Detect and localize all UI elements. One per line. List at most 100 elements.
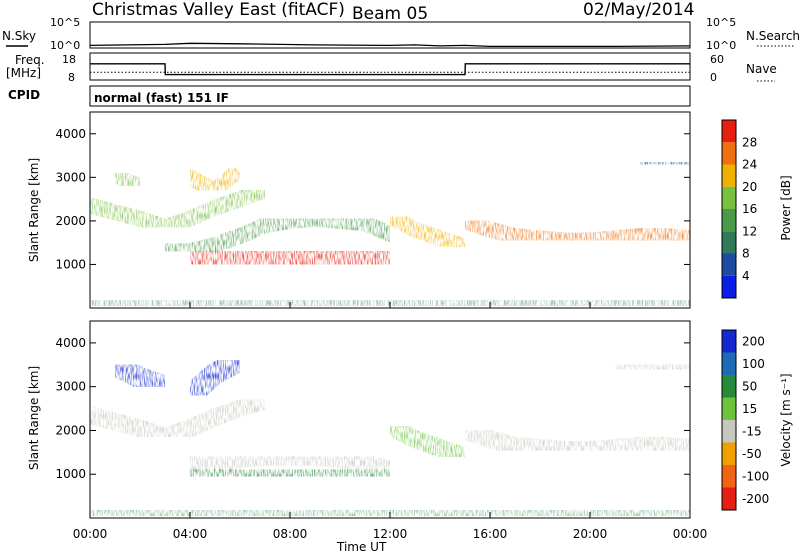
colorbar-segment-2 xyxy=(722,375,736,398)
noise-sky-label: N.Sky xyxy=(2,29,36,43)
freq-unit-label: [MHz] xyxy=(6,66,41,80)
cpid-value: normal (fast) 151 IF xyxy=(94,91,229,105)
velocity-panel: 4000 3000 2000 1000 Slant Range [km] 200 100… xyxy=(27,320,793,519)
beam-label: Beam 05 xyxy=(352,4,428,24)
power-colorbar-tick-6: 4 xyxy=(742,269,750,283)
echo-band-7 xyxy=(632,154,690,173)
velocity-colorbar-tick-0: 200 xyxy=(742,334,765,348)
colorbar-segment-0 xyxy=(722,330,736,353)
y-tick-label-3: 1000 xyxy=(55,257,86,271)
y-tick-label-2: 2000 xyxy=(55,423,86,437)
y-tick-label-3: 1000 xyxy=(55,467,86,481)
power-colorbar-tick-1: 24 xyxy=(742,158,757,172)
y-tick-label-0: 4000 xyxy=(55,336,86,350)
freq-trace xyxy=(90,63,690,76)
velocity-colorbar-tick-1: 100 xyxy=(742,357,765,371)
power-colorbar-tick-4: 12 xyxy=(742,224,757,238)
freq-label: Freq. xyxy=(15,53,45,67)
velocity-colorbar-tick-4: -15 xyxy=(742,424,762,438)
x-axis-ticks: 00:00 04:00 08:00 12:00 16:00 20:00 00:00 xyxy=(73,302,708,541)
y-tick-label-1: 3000 xyxy=(55,380,86,394)
colorbar-segment-4 xyxy=(722,420,736,443)
colorbar-segment-6 xyxy=(722,142,736,165)
noise-left-tick-bottom: 10^0 xyxy=(50,39,80,52)
velocity-colorbar-tick-2: 50 xyxy=(742,379,757,393)
colorbar-segment-3 xyxy=(722,397,736,420)
echo-band-1 xyxy=(157,210,398,260)
velocity-colorbar-tick-7: -200 xyxy=(742,492,769,506)
echo-band-1 xyxy=(181,447,399,479)
nave-tick-bottom: 0 xyxy=(710,71,717,84)
echo-band-0 xyxy=(90,182,273,236)
echo-band-0 xyxy=(90,390,274,446)
colorbar-segment-7 xyxy=(722,487,736,510)
y-tick-label-2: 2000 xyxy=(55,214,86,228)
noise-search-label: N.Search xyxy=(746,29,800,43)
noise-right-tick-bottom: 10^0 xyxy=(706,39,736,52)
date-label: 02/May/2014 xyxy=(583,0,695,20)
cpid-label: CPID xyxy=(8,88,40,102)
colorbar-segment-1 xyxy=(722,253,736,276)
power-colorbar-tick-5: 8 xyxy=(742,247,750,261)
y-tick-label-1: 3000 xyxy=(55,170,86,184)
echo-band-5 xyxy=(107,165,148,194)
x-axis-label: Time UT xyxy=(336,540,387,554)
colorbar-segment-0 xyxy=(722,275,736,298)
velocity-ylabel: Slant Range [km] xyxy=(27,366,41,470)
colorbar-segment-5 xyxy=(722,164,736,187)
x-tick-label-3: 12:00 xyxy=(373,527,408,541)
freq-tick-top: 18 xyxy=(62,53,76,66)
x-tick-label-1: 04:00 xyxy=(173,527,208,541)
echo-band-2 xyxy=(181,460,399,486)
echo-band-3 xyxy=(381,417,474,466)
velocity-colorbar-tick-5: -50 xyxy=(742,447,762,461)
y-tick-label-0: 4000 xyxy=(55,127,86,141)
plot-title: Christmas Valley East (fitACF) xyxy=(92,0,345,20)
freq-tick-bottom: 8 xyxy=(68,71,75,84)
noise-panel: N.Sky 10^5 10^0 10^5 10^0 N.Search xyxy=(2,16,800,52)
power-yticks: 4000 3000 2000 1000 xyxy=(55,127,690,271)
power-colorbar: 28 24 20 16 12 8 4 xyxy=(721,119,757,299)
echo-band-5 xyxy=(104,353,176,398)
power-colorbar-tick-2: 20 xyxy=(742,180,757,194)
power-panel: 4000 3000 2000 1000 Slant Range [km] 28 24 20… xyxy=(27,111,793,309)
echo-band-6 xyxy=(179,349,251,407)
velocity-colorbar: 200 100 50 15 -15 -50 -100 -200 xyxy=(721,329,769,511)
colorbar-frame xyxy=(721,329,737,511)
velocity-colorbar-label: Velocity [m s⁻¹] xyxy=(779,373,793,466)
velocity-yticks: 4000 3000 2000 1000 xyxy=(55,336,690,481)
noise-right-tick-top: 10^5 xyxy=(706,16,736,29)
x-tick-label-5: 20:00 xyxy=(573,527,608,541)
power-colorbar-tick-0: 28 xyxy=(742,135,757,149)
power-ylabel: Slant Range [km] xyxy=(27,158,41,262)
x-tick-label-0: 00:00 xyxy=(73,527,108,541)
x-tick-label-2: 08:00 xyxy=(273,527,308,541)
nave-label: Nave xyxy=(746,62,777,76)
x-tick-label-6: 00:00 xyxy=(673,527,708,541)
echo-band-3 xyxy=(382,208,473,255)
cpid-panel-frame xyxy=(89,85,691,107)
power-colorbar-tick-3: 16 xyxy=(742,202,757,216)
echo-band-4 xyxy=(456,421,690,460)
colorbar-segment-1 xyxy=(722,352,736,375)
echo-band-4 xyxy=(457,212,690,249)
colorbar-segment-6 xyxy=(722,465,736,488)
noise-sky-trace xyxy=(89,42,691,48)
power-colorbar-label: Power [dB] xyxy=(779,175,793,240)
echo-band-2 xyxy=(175,236,405,280)
velocity-colorbar-tick-3: 15 xyxy=(742,402,757,416)
colorbar-segment-7 xyxy=(722,120,736,143)
echo-band-7 xyxy=(606,355,690,379)
colorbar-frame xyxy=(721,119,737,299)
colorbar-segment-3 xyxy=(722,209,736,232)
colorbar-segment-5 xyxy=(722,442,736,465)
colorbar-segment-4 xyxy=(722,186,736,209)
velocity-colorbar-tick-6: -100 xyxy=(742,469,769,483)
nave-tick-top: 60 xyxy=(710,53,724,66)
freq-panel-frame xyxy=(89,52,691,81)
freq-panel: Freq. [MHz] 18 8 60 0 Nave xyxy=(6,52,777,84)
x-tick-label-4: 16:00 xyxy=(473,527,508,541)
echo-band-6 xyxy=(182,160,248,199)
colorbar-segment-2 xyxy=(722,231,736,254)
